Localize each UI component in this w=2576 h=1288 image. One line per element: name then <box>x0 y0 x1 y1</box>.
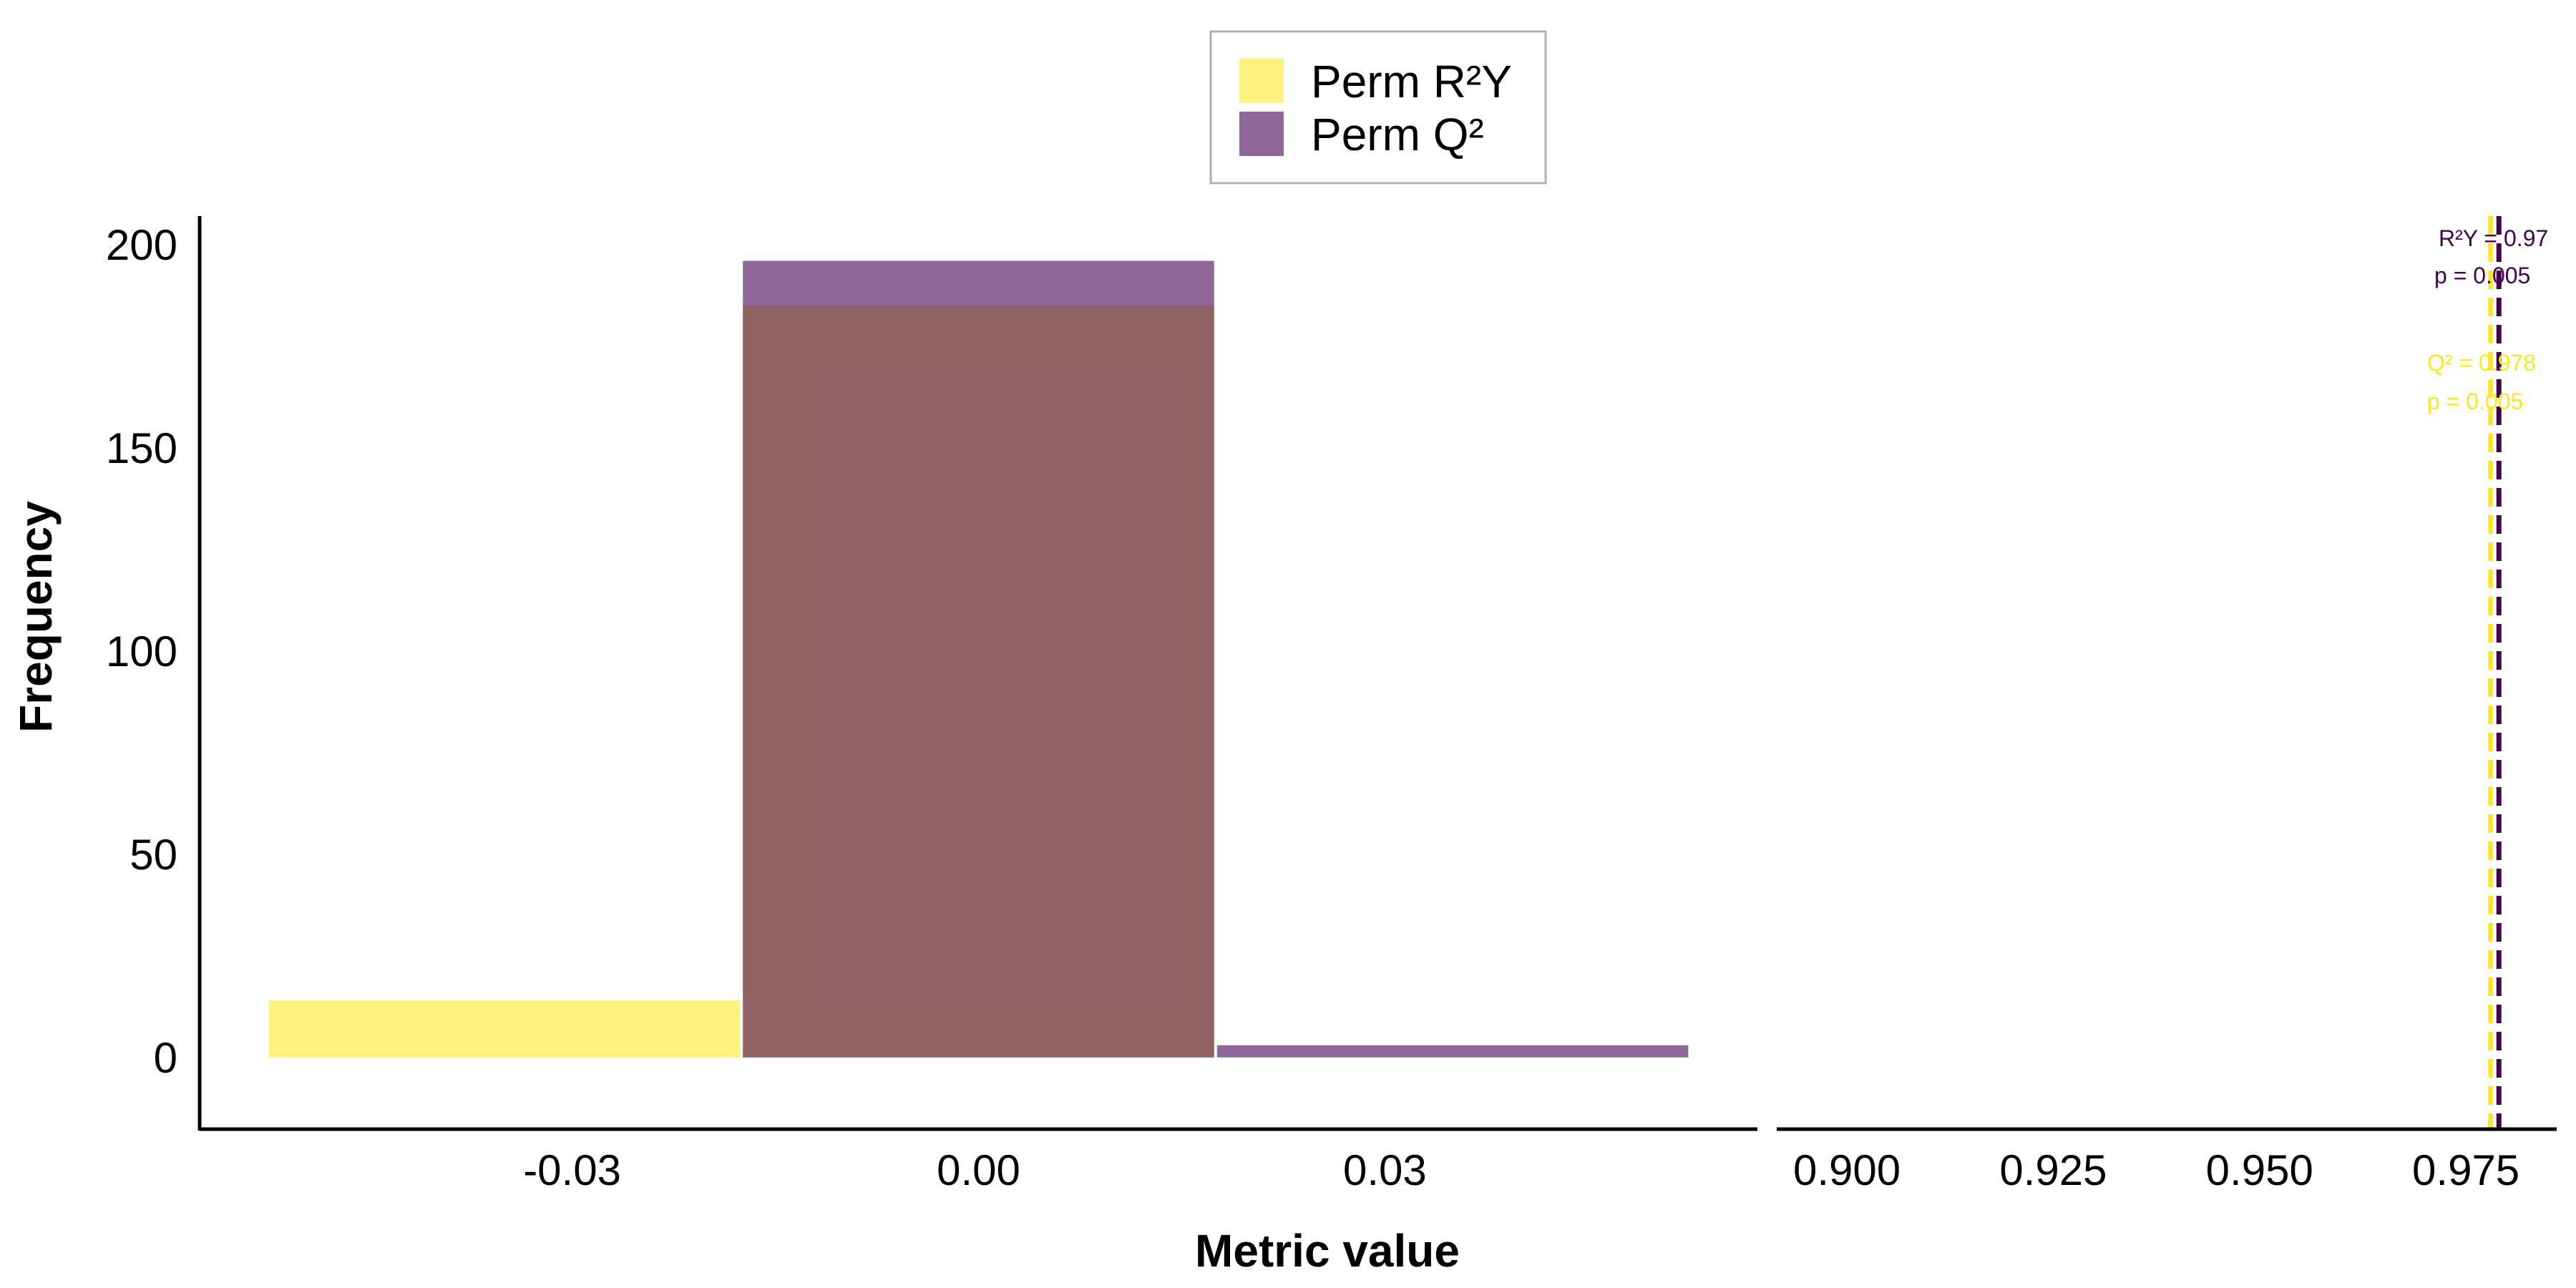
y-axis: 0 50 100 150 200 <box>106 216 202 1131</box>
histogram-bar-q2 <box>743 260 1214 1058</box>
annotation-r2y-value: R²Y = 0.97 <box>2439 225 2548 251</box>
legend-label-q2: Perm Q² <box>1311 109 1484 160</box>
annotation-q2-value: Q² = 0.978 <box>2427 350 2536 376</box>
x-tick-labels: -0.03 0.00 0.03 0.900 0.925 0.950 0.975 <box>523 1146 2519 1194</box>
x-tick-label: 0.03 <box>1343 1146 1427 1194</box>
x-tick-label: 0.975 <box>2412 1146 2519 1194</box>
bars-layer <box>268 260 1689 1058</box>
reference-lines <box>2488 216 2502 1131</box>
y-tick-label: 200 <box>106 221 177 269</box>
x-tick-label: 0.925 <box>1999 1146 2107 1194</box>
x-tick-label: 0.900 <box>1793 1146 1901 1194</box>
y-tick-labels: 0 50 100 150 200 <box>106 221 177 1082</box>
x-tick-label: 0.950 <box>2206 1146 2313 1194</box>
legend: Perm R²Y Perm Q² <box>1209 30 1547 185</box>
histogram-bar-q2 <box>1216 1045 1689 1058</box>
x-tick-label: 0.00 <box>937 1146 1020 1194</box>
legend-label-r2y: Perm R²Y <box>1311 56 1512 107</box>
x-axis: -0.03 0.00 0.03 0.900 0.925 0.950 0.975 <box>200 1127 2557 1194</box>
annotation-r2y-p: p = 0.005 <box>2434 263 2530 288</box>
x-tick-label: -0.03 <box>523 1146 621 1194</box>
y-tick-label: 100 <box>106 628 177 675</box>
legend-swatch-q2 <box>1239 112 1284 156</box>
x-axis-title: Metric value <box>1195 1225 1460 1277</box>
y-tick-label: 50 <box>130 831 177 879</box>
legend-box <box>1209 30 1547 185</box>
y-axis-title: Frequency <box>10 501 62 733</box>
y-tick-label: 0 <box>154 1034 177 1082</box>
legend-swatch-r2y <box>1239 59 1284 103</box>
annotations: R²Y = 0.97 p = 0.005 Q² = 0.978 p = 0.00… <box>2427 225 2548 414</box>
annotation-q2-p: p = 0.005 <box>2427 389 2523 414</box>
histogram-bar-r2y <box>268 1000 741 1058</box>
y-tick-label: 150 <box>106 424 177 472</box>
